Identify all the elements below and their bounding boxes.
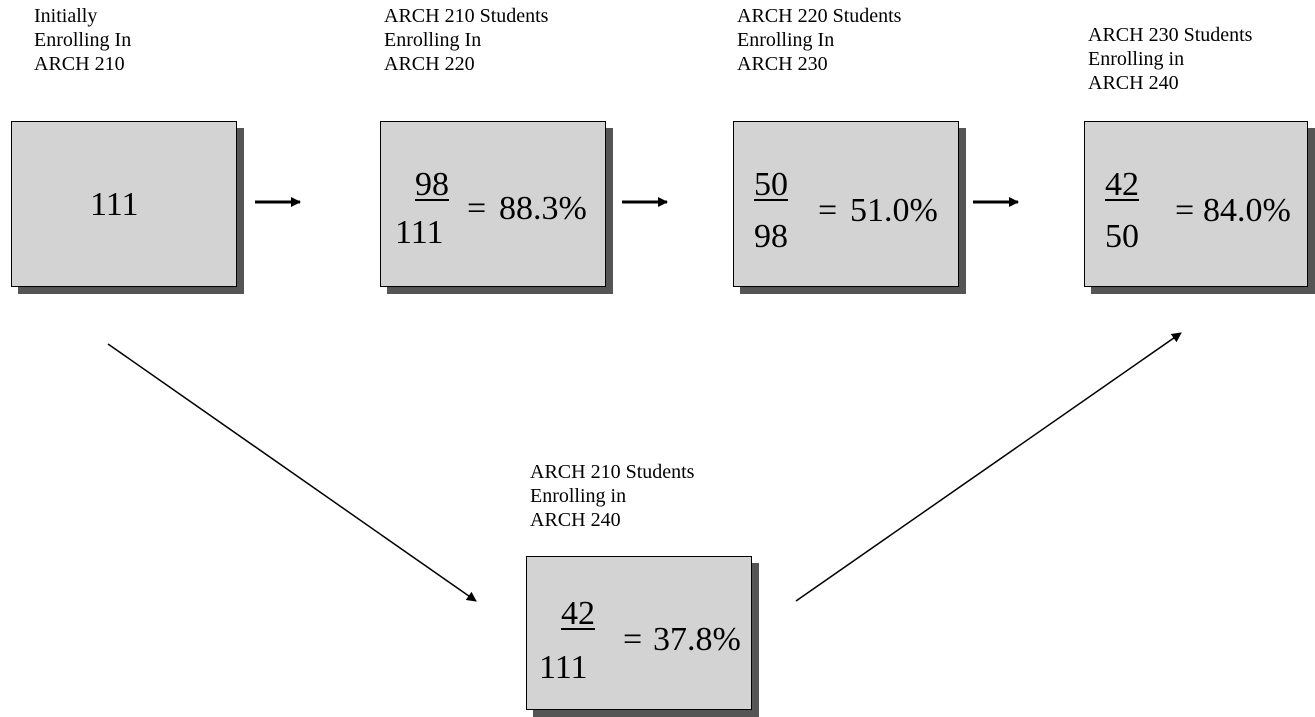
node-arch220-denominator: 111 — [395, 214, 444, 251]
node-arch240-denominator: 50 — [1105, 218, 1139, 255]
node-arch240-direct-caption: ARCH 210 Students Enrolling in ARCH 240 — [530, 461, 695, 531]
node-arch240-numerator: 42 — [1105, 166, 1139, 203]
node-arch240-percent: 84.0% — [1203, 192, 1291, 229]
node-initial-value: 111 — [90, 186, 139, 223]
node-arch240-direct-percent: 37.8% — [653, 621, 741, 658]
node-arch240-caption: ARCH 230 Students Enrolling in ARCH 240 — [1088, 24, 1253, 94]
node-arch230-equals: = — [818, 192, 838, 229]
node-initial-caption: Initially Enrolling In ARCH 210 — [34, 5, 132, 75]
node-arch230-box: 50 98 = 51.0% — [733, 121, 959, 287]
node-arch240-direct-equals: = — [623, 621, 643, 658]
node-arch230-percent: 51.0% — [850, 192, 938, 229]
arrow-210-to-240-direct — [107, 343, 477, 602]
node-arch230-numerator: 50 — [754, 166, 788, 203]
node-arch220-percent: 88.3% — [499, 190, 587, 227]
node-initial-box: 111 — [11, 121, 237, 287]
node-arch240-direct-box: 42 111 = 37.8% — [526, 556, 752, 710]
node-arch220-equals: = — [467, 190, 487, 227]
node-arch240-equals: = — [1175, 192, 1195, 229]
node-arch240-direct-numerator: 42 — [561, 595, 595, 632]
node-arch230-denominator: 98 — [754, 218, 788, 255]
arrow-240-direct-to-240 — [795, 332, 1182, 602]
node-arch220-box: 98 111 = 88.3% — [380, 121, 606, 287]
node-arch230-caption: ARCH 220 Students Enrolling In ARCH 230 — [737, 5, 902, 75]
node-arch220-caption: ARCH 210 Students Enrolling In ARCH 220 — [384, 5, 549, 75]
node-arch220-numerator: 98 — [415, 166, 449, 203]
node-arch240-box: 42 50 = 84.0% — [1084, 121, 1308, 287]
node-arch240-direct-denominator: 111 — [539, 649, 588, 686]
